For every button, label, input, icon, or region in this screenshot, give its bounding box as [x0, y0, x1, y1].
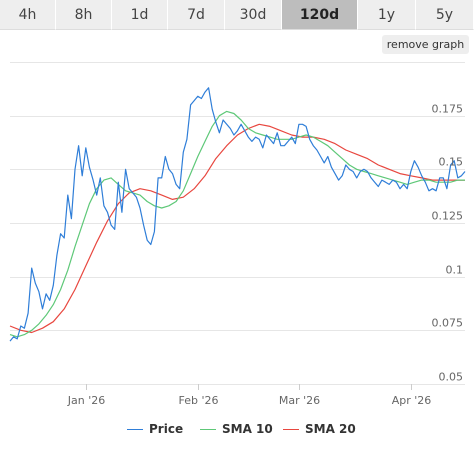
chart-axes: 0.05 0.075 0.1 0.125 0.15 0.175 Jan '26 Feb '26… — [67, 103, 463, 408]
legend-item-sma-10[interactable]: SMA 10 — [200, 418, 273, 440]
timeframe-tabs: 4h 8h 1d 7d 30d 120d 1y 5y — [0, 0, 474, 30]
legend-label: SMA 20 — [305, 422, 356, 436]
legend-swatch — [283, 428, 299, 430]
y-tick-label: 0.175 — [432, 103, 464, 116]
chart-grid — [10, 62, 465, 385]
x-tick-label: Apr '26 — [392, 394, 432, 407]
tab-5y[interactable]: 5y — [416, 0, 474, 30]
legend-item-price[interactable]: Price — [127, 418, 183, 440]
y-tick-label: 0.05 — [439, 371, 464, 384]
legend-label: SMA 10 — [222, 422, 273, 436]
x-tick-label: Feb '26 — [179, 394, 219, 407]
x-tick-label: Jan '26 — [67, 394, 105, 407]
y-tick-label: 0.15 — [439, 156, 464, 169]
y-tick-label: 0.075 — [432, 317, 464, 330]
y-tick-label: 0.1 — [446, 264, 464, 277]
tab-8h[interactable]: 8h — [56, 0, 112, 30]
tab-120d[interactable]: 120d — [282, 0, 358, 30]
legend-label: Price — [149, 422, 184, 436]
y-tick-label: 0.125 — [432, 210, 464, 223]
series-line-sma-20 — [9, 123, 465, 334]
tab-7d[interactable]: 7d — [168, 0, 225, 30]
tab-4h[interactable]: 4h — [0, 0, 56, 30]
chart-legend: Price SMA 10 SMA 20 — [0, 418, 474, 440]
tab-30d[interactable]: 30d — [225, 0, 282, 30]
legend-swatch — [127, 428, 143, 430]
tab-1y[interactable]: 1y — [358, 0, 416, 30]
tab-1d[interactable]: 1d — [112, 0, 168, 30]
remove-graph-button[interactable]: remove graph — [382, 35, 469, 54]
legend-swatch — [200, 428, 216, 430]
price-chart: 0.05 0.075 0.1 0.125 0.15 0.175 Jan '26 Feb '26… — [9, 62, 466, 408]
legend-item-sma-20[interactable]: SMA 20 — [283, 418, 356, 440]
chart-series — [9, 87, 466, 342]
x-tick-label: Mar '26 — [279, 394, 320, 407]
series-line-price — [9, 87, 466, 342]
series-line-sma-10 — [9, 110, 465, 338]
